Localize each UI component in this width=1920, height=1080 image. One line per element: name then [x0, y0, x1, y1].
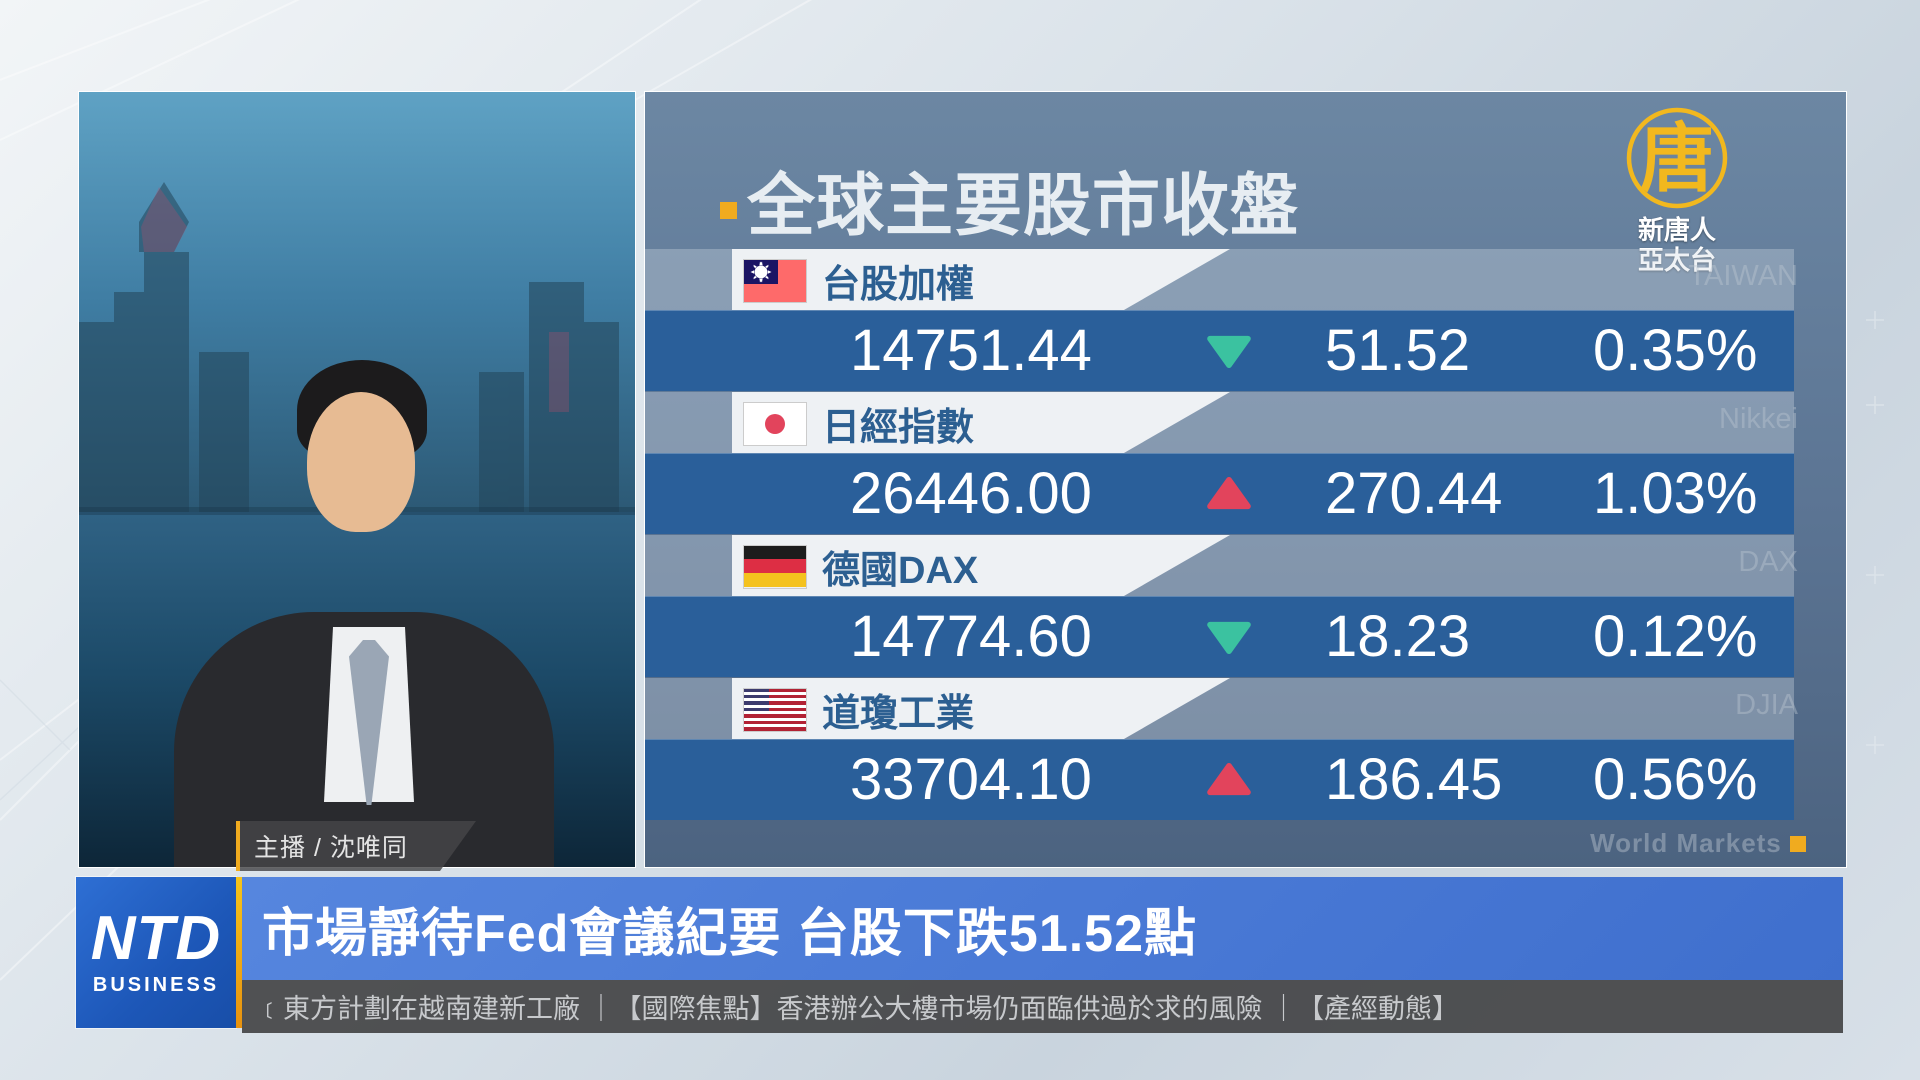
svg-text:唐: 唐 — [1640, 117, 1714, 200]
